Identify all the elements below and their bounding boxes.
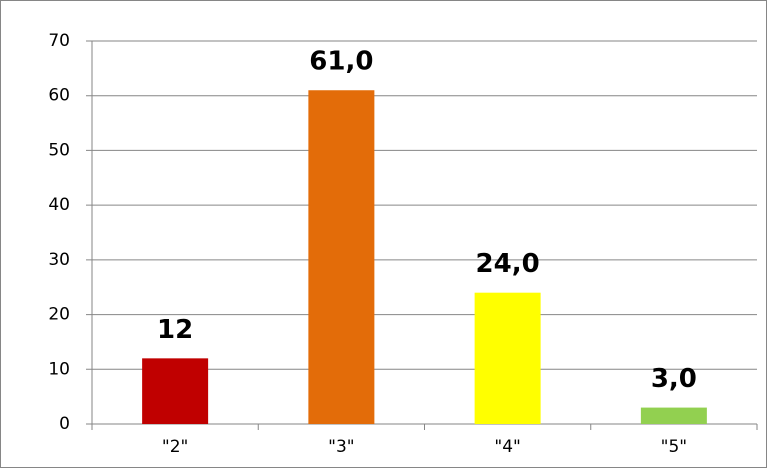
y-tick-label: 30 — [48, 250, 70, 270]
x-tick-label: "4" — [494, 437, 520, 457]
value-label: 12 — [157, 315, 193, 345]
y-tick-label: 20 — [48, 305, 70, 325]
y-tick-label: 40 — [48, 195, 70, 215]
x-tick-label: "2" — [162, 437, 188, 457]
y-tick-label: 70 — [48, 31, 70, 51]
bar — [142, 358, 209, 424]
y-tick-label: 60 — [48, 86, 70, 106]
value-label: 61,0 — [309, 47, 373, 77]
value-label: 3,0 — [651, 364, 697, 394]
y-tick-label: 10 — [48, 359, 70, 379]
bar — [640, 407, 707, 424]
bar — [308, 90, 375, 424]
value-label: 24,0 — [476, 249, 540, 279]
x-tick-label: "5" — [661, 437, 687, 457]
x-tick-label: "3" — [328, 437, 354, 457]
y-tick-label: 0 — [59, 414, 70, 434]
bar — [474, 292, 541, 424]
y-tick-label: 50 — [48, 140, 70, 160]
